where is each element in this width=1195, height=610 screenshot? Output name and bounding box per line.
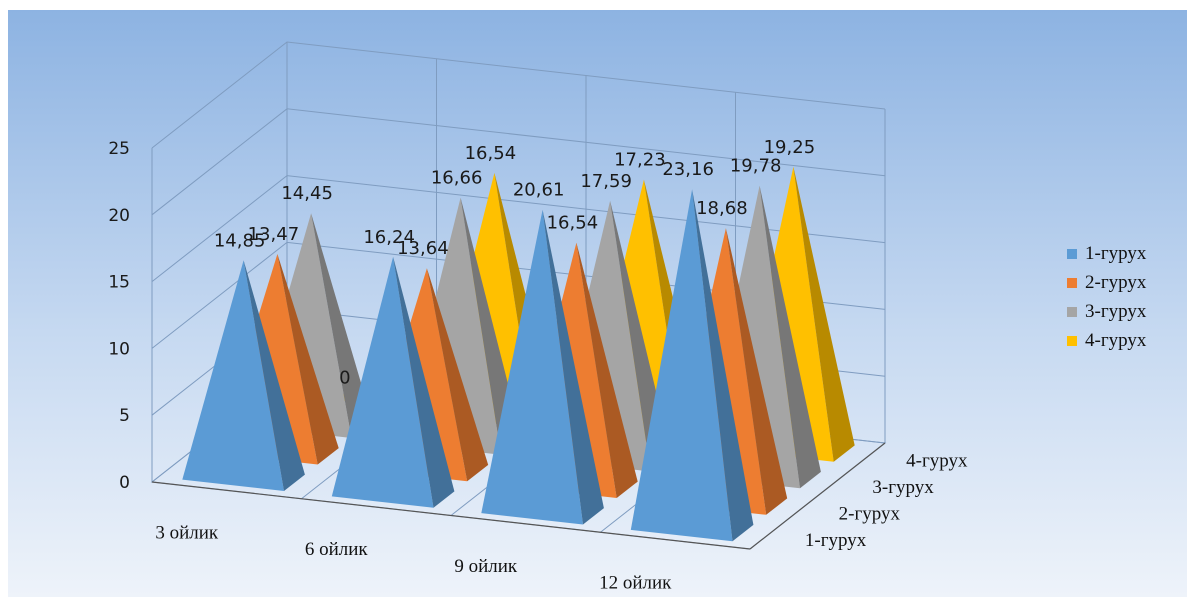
legend-item: 3-гурух	[1067, 301, 1147, 322]
category-label: 3 ойлик	[155, 522, 219, 543]
depth-label: 3-гурух	[872, 477, 934, 498]
legend-label: 4-гурух	[1085, 330, 1147, 351]
data-label: 13,47	[248, 224, 300, 245]
data-label: 23,16	[662, 159, 714, 180]
legend-swatch	[1067, 307, 1077, 317]
data-label: 16,54	[465, 143, 517, 164]
pyramid-front-face	[630, 189, 733, 542]
y-tick-label: 15	[108, 273, 130, 293]
legend-swatch	[1067, 336, 1077, 346]
pyramid-bar	[630, 189, 754, 542]
data-label: 17,23	[614, 150, 666, 171]
pyramid-side-face	[542, 209, 604, 525]
data-label: 20,61	[513, 180, 565, 201]
x-axis	[151, 481, 751, 550]
data-label: 14,85	[214, 230, 266, 251]
category-label: 12 ойлик	[599, 573, 672, 594]
pyramid-front-face	[481, 209, 583, 525]
y-tick-label: 10	[108, 339, 130, 359]
data-label: 17,59	[580, 171, 632, 192]
data-label: 16,54	[547, 213, 599, 234]
data-label: 19,78	[730, 156, 782, 177]
gridline	[151, 175, 886, 282]
pyramid-side-face	[725, 228, 788, 515]
legend-label: 3-гурух	[1085, 301, 1147, 322]
pyramid-side-face	[692, 189, 754, 542]
legend-label: 2-гурух	[1085, 272, 1147, 293]
data-label: 16,24	[363, 227, 415, 248]
pyramid-side-face	[576, 242, 638, 498]
depth-label: 1-гурух	[805, 530, 867, 551]
y-tick-label: 0	[119, 473, 130, 493]
legend-item: 4-гурух	[1067, 330, 1147, 351]
y-tick-label: 20	[108, 206, 130, 226]
pyramid-side-face	[393, 256, 455, 508]
legend-swatch	[1067, 249, 1077, 259]
pyramid-side-face	[311, 213, 373, 438]
data-label: 13,64	[397, 238, 449, 259]
data-label: 0	[339, 368, 350, 389]
depth-label: 2-гурух	[839, 503, 901, 524]
pyramid-side-face	[426, 268, 489, 482]
y-tick-label: 5	[119, 406, 130, 426]
gridline	[151, 108, 886, 216]
gridline	[151, 41, 886, 149]
data-label: 16,66	[431, 168, 483, 189]
pyramid-front-face	[182, 260, 284, 491]
data-label: 18,68	[696, 198, 748, 219]
category-label: 9 ойлик	[454, 556, 518, 577]
pyramid-front-face	[331, 256, 434, 508]
legend-item: 2-гурух	[1067, 272, 1147, 293]
depth-axis	[749, 442, 886, 550]
depth-label: 4-гурух	[906, 450, 968, 471]
data-label: 19,25	[764, 137, 816, 158]
pyramid-side-face	[759, 185, 821, 489]
legend-item: 1-гурух	[1067, 243, 1147, 264]
category-label: 6 ойлик	[305, 539, 369, 560]
pyramid-bar	[331, 256, 455, 508]
pyramid-side-face	[243, 260, 305, 491]
legend-label: 1-гурух	[1085, 243, 1147, 264]
pyramid-side-face	[793, 166, 855, 462]
pyramid-bar	[182, 260, 305, 491]
pyramid-bar	[481, 209, 604, 525]
data-label: 14,45	[281, 183, 333, 204]
pyramid-side-face	[277, 254, 339, 465]
legend-swatch	[1067, 278, 1077, 288]
y-tick-label: 25	[108, 139, 130, 159]
